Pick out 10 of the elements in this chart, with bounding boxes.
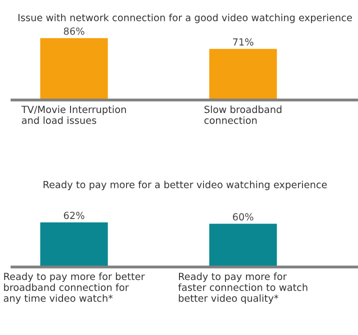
x-tick-label: Ready to pay more for faster connection to watch better video quality* [178, 272, 308, 304]
x-tick-label: Slow broadband connection [204, 106, 282, 124]
data-label: 60% [232, 213, 254, 221]
data-label: 62% [64, 212, 84, 220]
data-label: 86% [64, 27, 84, 35]
data-label: 71% [233, 38, 254, 46]
chart-title: Issue with network connection for a good video watching experience [18, 14, 352, 24]
chart-title: Ready to pay more for a better video watching experience [44, 180, 327, 190]
x-tick-label: TV/Movie Interruption and load issues [21, 106, 126, 124]
x-tick-label: Ready to pay more for better broadband connection for any time video watch* [4, 272, 145, 304]
